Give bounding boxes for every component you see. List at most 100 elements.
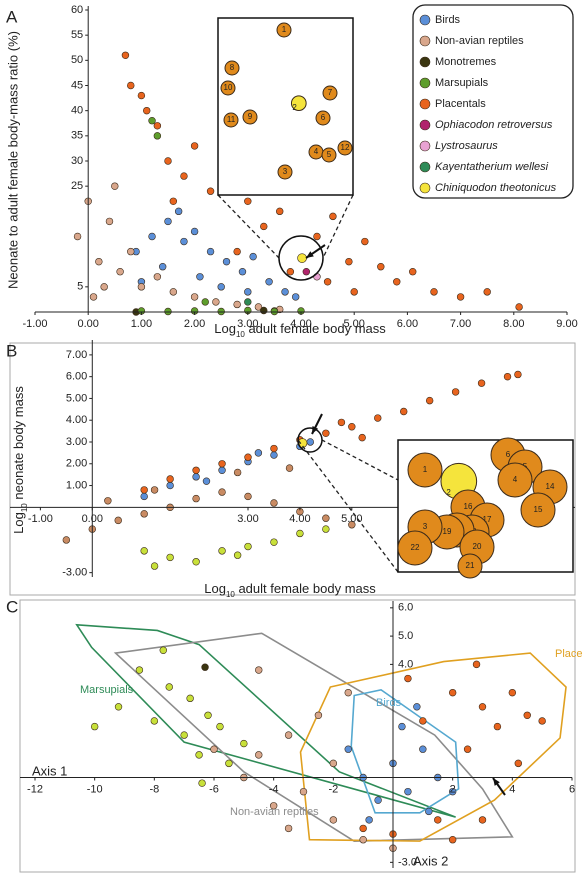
point [419,717,427,725]
point [216,722,224,731]
y-tick-label: 40 [71,105,83,117]
x-tick-label: 9.00 [556,318,577,330]
point [196,273,204,281]
y-tick-label: 25 [71,180,83,192]
x-tick-label: 6 [569,783,575,795]
inset-number: 7 [328,88,333,97]
point [448,688,457,697]
x-tick-label: 0.00 [77,318,98,330]
y-tick-label: 5.00 [66,392,87,404]
inset-highlight [290,95,307,112]
point [361,237,369,246]
point [254,449,263,457]
point [195,751,203,759]
point [265,278,273,286]
point [135,666,144,674]
point [260,306,268,315]
inset-spot [407,452,443,488]
point [159,646,167,654]
point [233,300,241,309]
point [233,247,241,256]
point [503,372,512,381]
point [206,247,215,256]
legend-label: Birds [435,14,461,26]
point [515,303,523,311]
inset-number: 11 [227,115,236,124]
legend-swatch [419,98,431,110]
hull-label: Placentals [555,648,582,660]
y-tick-label: 50 [71,54,83,66]
arrow-head [312,426,319,434]
x-tick-label: -12 [27,783,43,795]
x-tick-label: 5.00 [341,513,362,525]
point [127,81,135,90]
point [166,553,174,562]
legend-label: Kayentatherium wellesi [435,161,549,173]
inset-number: 15 [534,505,543,514]
point [508,688,517,697]
point [127,247,135,256]
point [523,711,531,719]
point [201,663,209,671]
point [218,466,226,474]
y-tick-label: 55 [71,29,83,41]
point [329,816,338,824]
legend-label: Placentals [435,98,486,110]
point [202,477,211,485]
y-axis-label-part: Log [11,512,26,534]
point [143,106,151,115]
point [140,486,148,494]
point [180,731,188,739]
point [254,303,263,311]
point [206,187,215,195]
y-tick-label: 6.00 [66,371,87,383]
panel-frame [19,599,576,873]
point [270,538,278,546]
y-tick-label: 35 [71,130,83,142]
point [165,683,173,691]
x-axis-label-part: adult female body mass [245,321,386,336]
point [114,703,123,711]
x-tick-label: 6.00 [397,318,418,330]
x-tick-label: -8 [149,783,159,795]
x-tick-label: -6 [209,783,219,795]
x-axis-label: Log10 adult female body mass [204,581,376,598]
x-axis-label-sub: 10 [226,590,235,599]
point [244,492,252,501]
point [201,298,209,306]
x-axis-label: Axis 1 [32,763,67,778]
point [217,307,225,316]
point [150,486,159,494]
legend-swatch [419,182,431,194]
point [62,536,71,544]
point [425,807,433,816]
panel-letter: C [6,597,18,616]
x-tick-label: -10 [87,783,103,795]
point [329,759,338,768]
point [100,283,108,291]
point [260,222,268,231]
legend-swatch [419,161,431,173]
inset-guide [217,194,280,259]
point [104,497,112,505]
point [148,117,156,125]
point [425,396,434,405]
point [150,562,159,570]
y-tick-label: 7.00 [66,349,87,361]
point [514,370,522,379]
point [233,468,242,477]
point [284,731,293,739]
point [217,283,225,291]
point [158,263,167,271]
point [365,816,373,824]
point [218,488,226,496]
legend-label: Ophiacodon retroversus [435,119,553,131]
y-axis-label: Axis 2 [413,853,448,868]
point [180,172,188,180]
point [137,283,146,291]
y-tick-label: 5 [77,281,83,293]
point [493,722,502,731]
x-tick-label: 3.00 [237,513,258,525]
inset-number: 12 [341,143,350,152]
